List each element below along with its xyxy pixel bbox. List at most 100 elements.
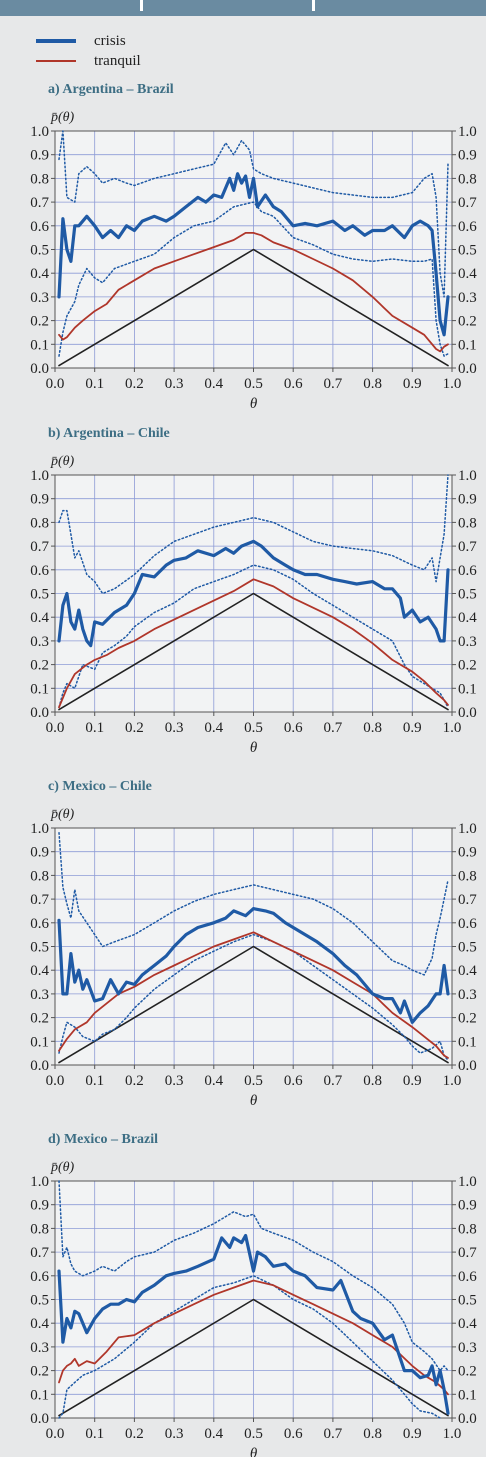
y-tick-label: 0.8 — [30, 515, 49, 531]
legend-label-crisis: crisis — [94, 32, 126, 49]
x-tick-label: 0.1 — [85, 376, 104, 392]
y-tick-label: 0.0 — [30, 1411, 49, 1427]
y-axis-label: p̄(θ) — [50, 1160, 75, 1175]
x-tick-label: 0.3 — [165, 376, 184, 392]
y-tick-label-right: 0.7 — [458, 1245, 477, 1261]
x-tick-label: 0.7 — [324, 1073, 343, 1089]
y-tick-label-right: 0.2 — [458, 1011, 477, 1027]
y-tick-label-right: 1.0 — [458, 468, 477, 484]
x-tick-label: 0.8 — [363, 1073, 382, 1089]
y-tick-label: 0.5 — [30, 243, 49, 259]
header-notch — [140, 0, 143, 11]
panel-title-b: b) Argentina – Chile — [48, 426, 170, 441]
y-tick-label: 0.4 — [30, 1316, 49, 1332]
panel-title-a: a) Argentina – Brazil — [48, 82, 174, 97]
x-tick-label: 0.6 — [284, 1073, 303, 1089]
series-reference-line — [58, 592, 449, 711]
y-tick-label-right: 0.9 — [458, 148, 477, 164]
y-tick-label: 0.0 — [30, 705, 49, 721]
y-tick-label: 0.1 — [30, 1034, 49, 1050]
y-tick-label-right: 1.0 — [458, 1174, 477, 1190]
y-tick-label: 0.6 — [30, 916, 49, 932]
y-tick-label: 0.5 — [30, 1293, 49, 1309]
y-tick-label-right: 0.6 — [458, 563, 477, 579]
y-tick-label: 0.4 — [30, 266, 49, 282]
y-tick-label-right: 0.3 — [458, 1340, 477, 1356]
y-tick-label-right: 0.2 — [458, 314, 477, 330]
y-tick-label: 0.5 — [30, 587, 49, 603]
x-tick-label: 1.0 — [443, 720, 462, 736]
legend-item-tranquil: tranquil — [36, 51, 141, 71]
y-tick-label: 0.9 — [30, 845, 49, 861]
y-tick-label: 0.6 — [30, 1269, 49, 1285]
series-reference-line — [58, 945, 449, 1064]
y-tick-label-right: 0.1 — [458, 337, 477, 353]
legend-item-crisis: crisis — [36, 31, 141, 51]
y-tick-label-right: 1.0 — [458, 821, 477, 837]
legend-swatch-crisis — [36, 39, 76, 43]
x-tick-label: 0.6 — [284, 1426, 303, 1442]
series-crisis-line — [57, 906, 450, 1024]
y-tick-label: 0.3 — [30, 634, 49, 650]
y-tick-label: 0.9 — [30, 1198, 49, 1214]
x-tick-label: 0.7 — [324, 720, 343, 736]
x-tick-label: 0.8 — [363, 720, 382, 736]
series-tranquil-line — [58, 578, 449, 709]
series-crisis-upper-band-line — [58, 130, 449, 298]
y-tick-label: 0.5 — [30, 940, 49, 956]
x-tick-label: 0.4 — [204, 376, 223, 392]
y-axis-label: p̄(θ) — [50, 807, 75, 822]
x-tick-label: 0.9 — [403, 1073, 422, 1089]
y-tick-label-right: 0.5 — [458, 587, 477, 603]
y-tick-label: 1.0 — [30, 468, 49, 484]
y-tick-label: 0.3 — [30, 1340, 49, 1356]
y-tick-label-right: 0.0 — [458, 361, 477, 377]
panel-title-d: d) Mexico – Brazil — [48, 1132, 159, 1147]
y-tick-label-right: 0.9 — [458, 845, 477, 861]
x-tick-label: 0.7 — [324, 376, 343, 392]
x-tick-label: 1.0 — [443, 1426, 462, 1442]
x-tick-label: 0.2 — [125, 1073, 144, 1089]
y-tick-label-right: 1.0 — [458, 124, 477, 140]
x-tick-label: 0.8 — [363, 376, 382, 392]
x-tick-label: 0.4 — [204, 720, 223, 736]
y-tick-label-right: 0.6 — [458, 219, 477, 235]
y-tick-label-right: 0.6 — [458, 916, 477, 932]
y-tick-label-right: 0.0 — [458, 705, 477, 721]
x-tick-label: 0.8 — [363, 1426, 382, 1442]
y-tick-label: 1.0 — [30, 821, 49, 837]
x-tick-label: 0.5 — [244, 1073, 263, 1089]
y-tick-label-right: 0.1 — [458, 1387, 477, 1403]
x-axis-label: θ — [250, 740, 258, 756]
y-tick-label-right: 0.9 — [458, 1198, 477, 1214]
y-tick-label: 0.9 — [30, 492, 49, 508]
y-tick-label: 0.0 — [30, 361, 49, 377]
y-tick-label-right: 0.5 — [458, 940, 477, 956]
x-tick-label: 0.6 — [284, 376, 303, 392]
legend-swatch-tranquil — [36, 60, 76, 62]
y-tick-label: 0.6 — [30, 219, 49, 235]
series-crisis-lower-band-line — [58, 1275, 441, 1419]
y-tick-label-right: 0.5 — [458, 243, 477, 259]
y-tick-label: 0.7 — [30, 195, 49, 211]
chart-panel-d: 0.0 0.1 0.2 0.3 0.4 0.5 0.6 0.7 0.8 0.9 1.00.0 0.00… — [30, 1160, 477, 1457]
y-tick-label: 0.2 — [30, 1364, 49, 1380]
series-crisis-line — [57, 1233, 450, 1415]
y-tick-label: 1.0 — [30, 1174, 49, 1190]
header-notch — [312, 0, 315, 11]
y-tick-label: 0.9 — [30, 148, 49, 164]
series-crisis-lower-band-line — [58, 933, 449, 1062]
series-tranquil-line — [58, 231, 449, 353]
x-tick-label: 0.2 — [125, 720, 144, 736]
y-tick-label: 0.1 — [30, 681, 49, 697]
y-tick-label-right: 0.4 — [458, 1316, 477, 1332]
series-crisis-line — [57, 172, 450, 337]
series-crisis-upper-band-line — [58, 1180, 449, 1372]
y-tick-label-right: 0.9 — [458, 492, 477, 508]
y-tick-label: 1.0 — [30, 124, 49, 140]
series-reference-line — [58, 248, 449, 367]
series-crisis-line — [57, 539, 450, 648]
x-tick-label: 0.5 — [244, 376, 263, 392]
header-band — [0, 0, 486, 16]
y-tick-label-right: 0.1 — [458, 1034, 477, 1050]
